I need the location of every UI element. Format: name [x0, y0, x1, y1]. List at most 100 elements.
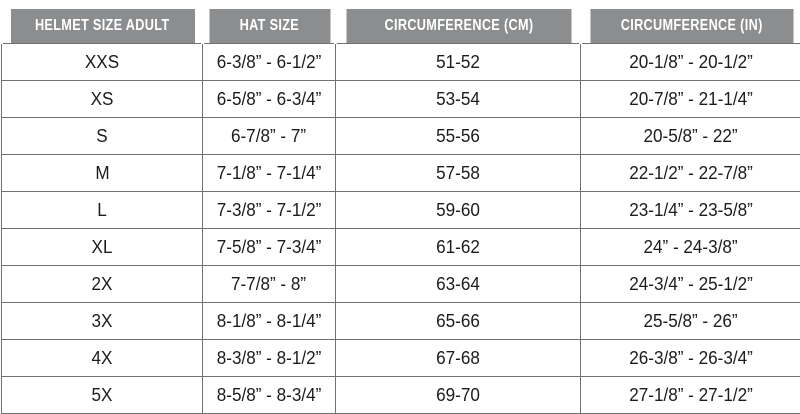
cell-hat-size-value: 7-1/8” - 7-1/4” [217, 163, 322, 184]
cell-helmet-size-value: 4X [92, 348, 113, 369]
cell-circumference-cm: 53-54 [336, 81, 581, 118]
cell-hat-size: 6-5/8” - 6-3/4” [203, 81, 336, 118]
cell-circumference-cm-value: 55-56 [436, 126, 480, 147]
column-header-circumference-in: CIRCUMFERENCE (IN) [588, 5, 794, 44]
cell-helmet-size-value: 2X [92, 274, 113, 295]
cell-helmet-size-value: L [97, 200, 107, 221]
cell-helmet-size-value: XXS [85, 52, 119, 73]
cell-circumference-in: 20-7/8” - 21-1/4” [581, 81, 800, 118]
cell-hat-size-value: 8-5/8” - 8-3/4” [217, 385, 322, 406]
cell-helmet-size-value: 5X [92, 385, 113, 406]
column-header-hat-size-label: HAT SIZE [239, 17, 298, 35]
cell-helmet-size-value: 3X [92, 311, 113, 332]
cell-circumference-cm: 61-62 [336, 229, 581, 266]
table-row: L 7-3/8” - 7-1/2” 59-60 23-1/4” - 23-5/8… [2, 192, 800, 229]
cell-hat-size: 7-1/8” - 7-1/4” [203, 155, 336, 192]
cell-helmet-size-value: XL [92, 237, 113, 258]
table-row: S 6-7/8” - 7” 55-56 20-5/8” - 22” [2, 118, 800, 155]
cell-circumference-in: 20-1/8” - 20-1/2” [581, 44, 800, 81]
column-header-circumference-cm: CIRCUMFERENCE (CM) [344, 5, 572, 44]
table-row: XS 6-5/8” - 6-3/4” 53-54 20-7/8” - 21-1/… [2, 81, 800, 118]
table-row: XXS 6-3/8” - 6-1/2” 51-52 20-1/8” - 20-1… [2, 44, 800, 81]
column-header-circumference-cm-label: CIRCUMFERENCE (CM) [384, 17, 533, 35]
table-row: M 7-1/8” - 7-1/4” 57-58 22-1/2” - 22-7/8… [2, 155, 800, 192]
cell-hat-size: 7-5/8” - 7-3/4” [203, 229, 336, 266]
cell-circumference-cm: 59-60 [336, 192, 581, 229]
cell-hat-size: 6-3/8” - 6-1/2” [203, 44, 336, 81]
cell-circumference-in: 27-1/8” - 27-1/2” [581, 377, 800, 414]
cell-hat-size: 7-3/8” - 7-1/2” [203, 192, 336, 229]
cell-helmet-size-value: M [95, 163, 109, 184]
cell-circumference-cm-value: 69-70 [436, 385, 480, 406]
column-header-hat-size: HAT SIZE [207, 5, 331, 44]
column-header-helmet-size: HELMET SIZE ADULT [9, 5, 196, 44]
cell-circumference-cm-value: 59-60 [436, 200, 480, 221]
cell-circumference-in-value: 20-5/8” - 22” [644, 126, 738, 147]
cell-hat-size: 8-3/8” - 8-1/2” [203, 340, 336, 377]
cell-helmet-size-value: S [96, 126, 107, 147]
cell-circumference-cm-value: 51-52 [436, 52, 480, 73]
cell-circumference-cm: 67-68 [336, 340, 581, 377]
cell-circumference-in-value: 20-7/8” - 21-1/4” [629, 89, 753, 110]
cell-hat-size-value: 6-3/8” - 6-1/2” [217, 52, 322, 73]
cell-circumference-in: 23-1/4” - 23-5/8” [581, 192, 800, 229]
cell-helmet-size: XS [2, 81, 203, 118]
cell-hat-size-value: 7-5/8” - 7-3/4” [217, 237, 322, 258]
cell-circumference-cm-value: 57-58 [436, 163, 480, 184]
cell-hat-size: 8-1/8” - 8-1/4” [203, 303, 336, 340]
table-row: 3X 8-1/8” - 8-1/4” 65-66 25-5/8” - 26” [2, 303, 800, 340]
table-row: 2X 7-7/8” - 8” 63-64 24-3/4” - 25-1/2” [2, 266, 800, 303]
cell-helmet-size: XL [2, 229, 203, 266]
table-body: XXS 6-3/8” - 6-1/2” 51-52 20-1/8” - 20-1… [2, 44, 800, 414]
cell-hat-size: 7-7/8” - 8” [203, 266, 336, 303]
cell-circumference-in-value: 25-5/8” - 26” [644, 311, 738, 332]
cell-hat-size-value: 8-1/8” - 8-1/4” [217, 311, 322, 332]
cell-circumference-in-value: 26-3/8” - 26-3/4” [629, 348, 753, 369]
cell-circumference-in-value: 20-1/8” - 20-1/2” [629, 52, 753, 73]
cell-circumference-in: 22-1/2” - 22-7/8” [581, 155, 800, 192]
cell-hat-size-value: 7-3/8” - 7-1/2” [217, 200, 322, 221]
cell-circumference-cm-value: 61-62 [436, 237, 480, 258]
cell-helmet-size: 2X [2, 266, 203, 303]
cell-hat-size: 6-7/8” - 7” [203, 118, 336, 155]
cell-circumference-in-value: 27-1/8” - 27-1/2” [629, 385, 753, 406]
cell-circumference-cm: 57-58 [336, 155, 581, 192]
column-header-circumference-in-label: CIRCUMFERENCE (IN) [620, 17, 762, 35]
column-header-helmet-size-label: HELMET SIZE ADULT [35, 17, 170, 35]
cell-hat-size-value: 6-5/8” - 6-3/4” [217, 89, 322, 110]
cell-helmet-size: 4X [2, 340, 203, 377]
cell-hat-size: 8-5/8” - 8-3/4” [203, 377, 336, 414]
cell-helmet-size: S [2, 118, 203, 155]
cell-helmet-size: XXS [2, 44, 203, 81]
cell-circumference-in-value: 23-1/4” - 23-5/8” [629, 200, 753, 221]
table-row: 5X 8-5/8” - 8-3/4” 69-70 27-1/8” - 27-1/… [2, 377, 800, 414]
cell-helmet-size: 5X [2, 377, 203, 414]
cell-circumference-in: 24” - 24-3/8” [581, 229, 800, 266]
cell-circumference-cm: 65-66 [336, 303, 581, 340]
cell-circumference-in-value: 24” - 24-3/8” [644, 237, 738, 258]
cell-circumference-in: 24-3/4” - 25-1/2” [581, 266, 800, 303]
header-row: HELMET SIZE ADULT HAT SIZE CIRCUMFERENCE… [2, 5, 800, 44]
cell-circumference-cm: 51-52 [336, 44, 581, 81]
cell-circumference-cm: 55-56 [336, 118, 581, 155]
cell-circumference-in: 26-3/8” - 26-3/4” [581, 340, 800, 377]
table-header: HELMET SIZE ADULT HAT SIZE CIRCUMFERENCE… [2, 5, 800, 44]
cell-circumference-cm-value: 65-66 [436, 311, 480, 332]
cell-circumference-cm: 63-64 [336, 266, 581, 303]
cell-hat-size-value: 7-7/8” - 8” [231, 274, 306, 295]
cell-circumference-in: 20-5/8” - 22” [581, 118, 800, 155]
cell-circumference-cm-value: 67-68 [436, 348, 480, 369]
table-row: XL 7-5/8” - 7-3/4” 61-62 24” - 24-3/8” [2, 229, 800, 266]
cell-helmet-size: L [2, 192, 203, 229]
cell-hat-size-value: 8-3/8” - 8-1/2” [217, 348, 322, 369]
cell-circumference-in-value: 24-3/4” - 25-1/2” [629, 274, 753, 295]
cell-circumference-in-value: 22-1/2” - 22-7/8” [629, 163, 753, 184]
cell-circumference-cm-value: 53-54 [436, 89, 480, 110]
cell-helmet-size: M [2, 155, 203, 192]
cell-circumference-cm: 69-70 [336, 377, 581, 414]
cell-helmet-size-value: XS [91, 89, 114, 110]
cell-hat-size-value: 6-7/8” - 7” [231, 126, 306, 147]
cell-circumference-in: 25-5/8” - 26” [581, 303, 800, 340]
